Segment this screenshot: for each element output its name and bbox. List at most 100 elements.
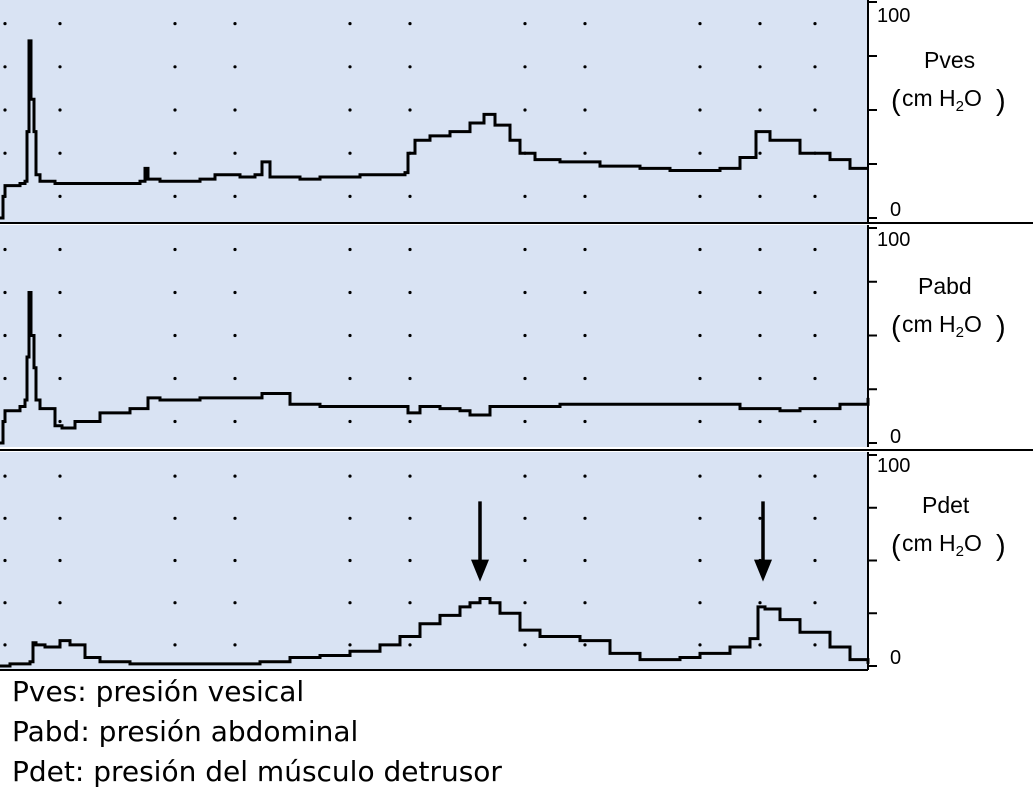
grid-dot xyxy=(233,247,237,252)
grid-dot xyxy=(698,419,702,424)
y-axis-ticks xyxy=(868,1,877,219)
grid-dot xyxy=(348,558,352,563)
grid-dot xyxy=(698,108,702,112)
grid-dot xyxy=(348,247,352,252)
grid-dot xyxy=(233,419,237,424)
grid-dot xyxy=(173,151,177,155)
unit-label: ( cm H2O ) xyxy=(891,85,1006,117)
grid-dot xyxy=(523,65,527,69)
grid-dot xyxy=(523,601,527,605)
grid-dot xyxy=(583,376,587,381)
unit-base: cm H xyxy=(902,85,956,111)
grid-dot xyxy=(233,558,237,563)
arrow-head-2 xyxy=(754,559,772,582)
grid-dot xyxy=(813,247,817,252)
grid-dot xyxy=(348,643,352,647)
grid-dot xyxy=(58,290,62,295)
grid-dot xyxy=(698,290,702,295)
grid-dot xyxy=(3,333,7,338)
grid-dot xyxy=(408,22,412,26)
grid-dot xyxy=(758,601,762,605)
unit-subscript: 2 xyxy=(956,543,964,560)
grid-dot xyxy=(408,194,412,198)
grid-dot xyxy=(758,419,762,424)
grid-dot xyxy=(583,65,587,69)
grid-dot xyxy=(3,376,7,381)
grid-dot xyxy=(408,65,412,69)
grid-dot xyxy=(173,65,177,69)
grid-dot xyxy=(173,601,177,605)
grid-dot xyxy=(813,333,817,338)
grid-dot xyxy=(523,194,527,198)
grid-dot xyxy=(813,601,817,605)
grid-dot xyxy=(348,474,352,478)
unit-paren-close: ) xyxy=(996,311,1006,343)
grid-dot xyxy=(758,333,762,338)
grid-dot xyxy=(758,247,762,252)
ytick-label-bottom: 0 xyxy=(890,199,901,221)
grid-dot xyxy=(523,516,527,520)
grid-dot xyxy=(583,516,587,520)
ytick-label-bottom: 0 xyxy=(890,647,901,669)
panel-pdet: 100 0 Pdet ( cm H2O ) xyxy=(0,452,1006,671)
grid-dot xyxy=(233,516,237,520)
grid-dot xyxy=(58,376,62,381)
grid-dot xyxy=(758,516,762,520)
grid-dot xyxy=(58,333,62,338)
grid-dot xyxy=(173,516,177,520)
unit-text: cm H2O xyxy=(902,85,982,115)
legend: Pves: presión vesical Pabd: presión abdo… xyxy=(12,672,502,792)
grid-dot xyxy=(348,601,352,605)
grid-dot xyxy=(523,419,527,424)
grid-dot xyxy=(3,558,7,563)
grid-dot xyxy=(58,247,62,252)
grid-dot xyxy=(758,376,762,381)
pabd-trace xyxy=(0,291,870,445)
grid-dot xyxy=(348,108,352,112)
arrow-head-1 xyxy=(471,559,489,582)
pves-trace xyxy=(0,39,868,220)
grid-dot xyxy=(173,376,177,381)
y-axis-ticks xyxy=(868,227,877,444)
grid-dot xyxy=(233,643,237,647)
unit-tail: O xyxy=(964,85,982,111)
grid-dot xyxy=(348,419,352,424)
grid-dot xyxy=(173,558,177,563)
grid-dot xyxy=(583,151,587,155)
grid-dot xyxy=(233,333,237,338)
grid-dot xyxy=(523,108,527,112)
grid-dot xyxy=(583,290,587,295)
grid-dot xyxy=(3,290,7,295)
grid-dot xyxy=(408,419,412,424)
grid-dot xyxy=(58,22,62,26)
grid-dot xyxy=(758,474,762,478)
grid-dot xyxy=(408,108,412,112)
grid-dot xyxy=(58,419,62,424)
grid-dot xyxy=(3,65,7,69)
grid-dot xyxy=(173,290,177,295)
grid-dot xyxy=(58,516,62,520)
grid-dot xyxy=(3,22,7,26)
grid-dots xyxy=(3,247,817,424)
grid-dot xyxy=(173,419,177,424)
panel-title: Pdet xyxy=(922,492,970,518)
grid-dot xyxy=(583,22,587,26)
grid-dot xyxy=(408,376,412,381)
grid-dot xyxy=(813,22,817,26)
grid-dot xyxy=(813,516,817,520)
grid-dot xyxy=(698,151,702,155)
grid-dot xyxy=(348,376,352,381)
grid-dot xyxy=(173,247,177,252)
grid-dot xyxy=(173,108,177,112)
unit-paren-open: ( xyxy=(891,311,901,343)
grid-dot xyxy=(813,419,817,424)
grid-dot xyxy=(58,108,62,112)
unit-tail: O xyxy=(964,530,982,556)
grid-dot xyxy=(583,419,587,424)
grid-dot xyxy=(408,558,412,563)
grid-dot xyxy=(523,376,527,381)
grid-dot xyxy=(813,108,817,112)
unit-paren-close: ) xyxy=(996,85,1006,117)
grid-dot xyxy=(58,474,62,478)
grid-dot xyxy=(698,376,702,381)
